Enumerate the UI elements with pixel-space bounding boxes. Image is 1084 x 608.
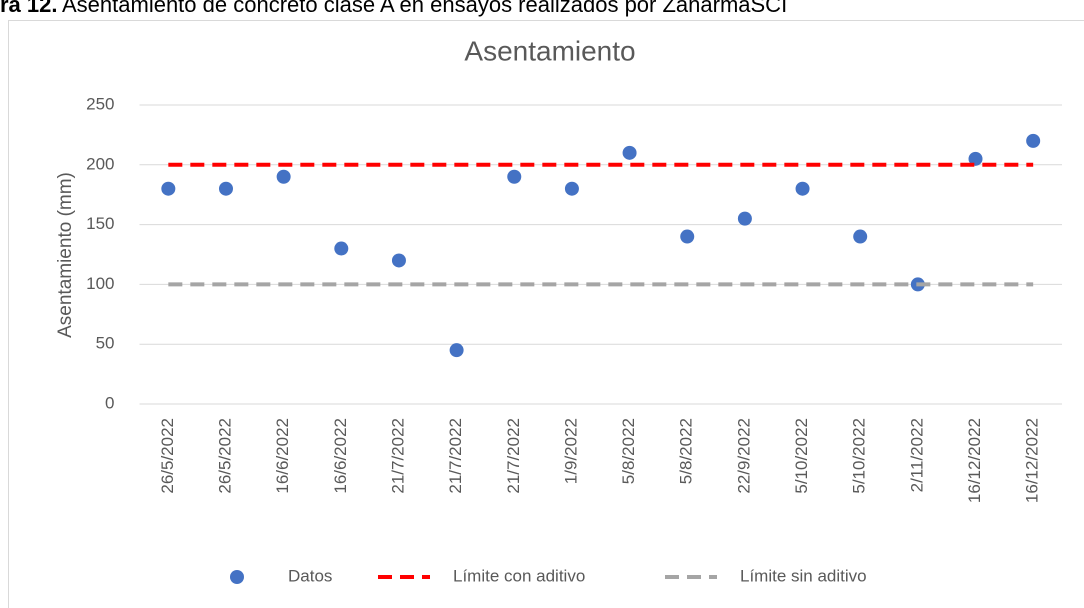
chart-frame (8, 20, 1084, 608)
data-point (449, 343, 464, 358)
data-point (795, 181, 810, 196)
x-tick-label: 21/7/2022 (446, 418, 465, 494)
y-tick-label: 150 (86, 214, 114, 233)
x-tick-label: 5/10/2022 (850, 418, 869, 494)
data-point (622, 145, 637, 160)
data-point (737, 211, 752, 226)
x-tick-label: 1/9/2022 (561, 418, 580, 484)
x-tick-label: 26/5/2022 (215, 418, 234, 494)
y-tick-label: 50 (96, 334, 115, 353)
data-point (853, 229, 868, 244)
x-tick-label: 5/10/2022 (792, 418, 811, 494)
x-tick-label: 16/6/2022 (273, 418, 292, 494)
data-point (391, 253, 406, 268)
caption-text: Asentamiento de concreto clase A en ensa… (62, 0, 787, 17)
x-tick-label: 2/11/2022 (907, 418, 926, 492)
data-point (334, 241, 349, 256)
x-tick-label: 21/7/2022 (504, 418, 523, 494)
x-tick-label: 16/12/2022 (965, 418, 984, 503)
x-tick-label: 21/7/2022 (388, 418, 407, 494)
data-point (1026, 133, 1041, 148)
legend-marker (230, 570, 244, 584)
legend-label: Límite con aditivo (453, 566, 585, 585)
y-tick-label: 250 (86, 94, 114, 113)
data-point (276, 169, 291, 184)
x-tick-label: 22/9/2022 (734, 418, 753, 494)
chart-title: Asentamiento (464, 35, 635, 66)
x-tick-label: 16/6/2022 (331, 418, 350, 494)
y-tick-label: 100 (86, 274, 114, 293)
data-point (968, 151, 983, 166)
data-point (564, 181, 579, 196)
x-tick-label: 5/8/2022 (619, 418, 638, 484)
data-point (507, 169, 522, 184)
y-axis-label: Asentamiento (mm) (55, 172, 76, 338)
data-point (218, 181, 233, 196)
y-tick-label: 200 (86, 154, 114, 173)
legend-label: Datos (288, 566, 332, 585)
caption-label: ra 12. (0, 0, 58, 17)
legend-label: Límite sin aditivo (740, 566, 867, 585)
y-tick-label: 0 (105, 393, 114, 412)
x-tick-label: 26/5/2022 (158, 418, 177, 494)
data-point (161, 181, 176, 196)
data-point (680, 229, 695, 244)
x-tick-label: 16/12/2022 (1023, 418, 1042, 503)
x-tick-label: 5/8/2022 (677, 418, 696, 484)
